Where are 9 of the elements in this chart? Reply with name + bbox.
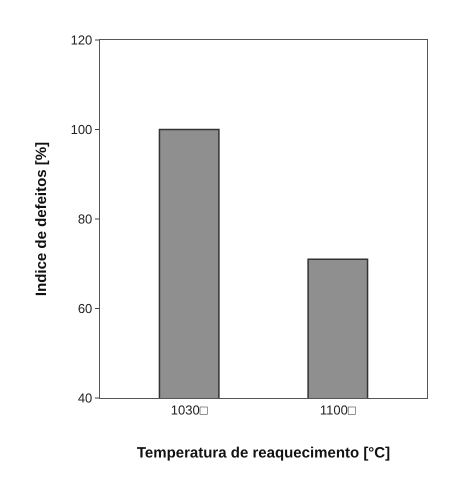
y-tick-label: 120 bbox=[70, 32, 92, 48]
y-tick-label: 100 bbox=[70, 122, 92, 138]
y-tick-label: 40 bbox=[78, 390, 92, 406]
y-axis-title: Indice de defeitos [%] bbox=[32, 142, 50, 296]
x-tick-label: 1100□ bbox=[320, 402, 356, 418]
x-axis-title: Temperatura de reaquecimento [°C] bbox=[136, 444, 390, 462]
y-tick-label: 80 bbox=[78, 212, 92, 227]
x-tick-label: 1030□ bbox=[170, 402, 208, 418]
y-tick-label: 60 bbox=[78, 301, 92, 316]
